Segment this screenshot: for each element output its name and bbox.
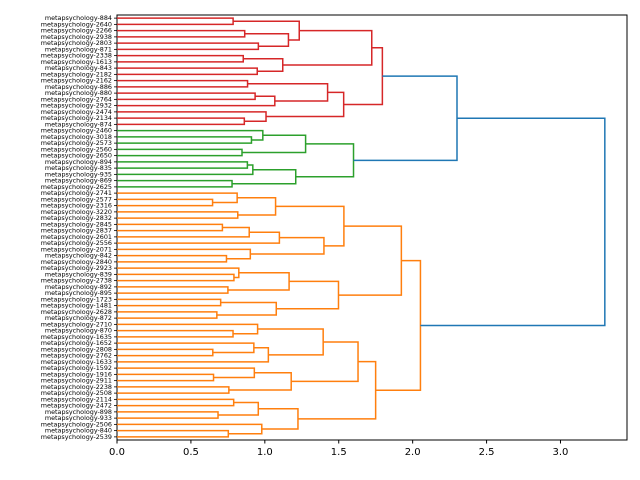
leaf-label: metapsychology-880 — [45, 89, 112, 97]
leaf-label: metapsychology-1723 — [41, 295, 112, 303]
leaf-label: metapsychology-2923 — [41, 264, 112, 272]
leaf-label: metapsychology-2601 — [41, 233, 112, 241]
leaf-label: metapsychology-935 — [45, 170, 112, 178]
leaf-label: metapsychology-2506 — [41, 420, 112, 428]
leaf-label: metapsychology-2832 — [41, 214, 112, 222]
leaf-label: metapsychology-2460 — [41, 127, 112, 135]
leaf-label: metapsychology-898 — [45, 408, 112, 416]
leaf-label: metapsychology-839 — [45, 270, 112, 278]
leaf-label: metapsychology-1481 — [41, 302, 112, 310]
leaf-label: metapsychology-2134 — [41, 114, 112, 122]
leaf-label: metapsychology-2508 — [41, 389, 112, 397]
leaf-label: metapsychology-2845 — [41, 220, 112, 228]
leaf-label: metapsychology-2560 — [41, 145, 112, 153]
leaf-label: metapsychology-2338 — [41, 52, 112, 60]
leaf-label: metapsychology-2650 — [41, 152, 112, 160]
leaf-label: metapsychology-2762 — [41, 352, 112, 360]
leaf-label: metapsychology-2840 — [41, 258, 112, 266]
leaf-label: metapsychology-886 — [45, 83, 112, 91]
dendrogram-link-root — [420, 117, 606, 327]
leaf-label: metapsychology-872 — [45, 314, 112, 322]
x-tick-label: 3.0 — [553, 447, 569, 458]
dendrogram-link-red-green — [353, 75, 458, 162]
x-tick-label: 0.5 — [183, 447, 199, 458]
leaf-label: metapsychology-2114 — [41, 395, 112, 403]
leaf-label: metapsychology-2803 — [41, 39, 112, 47]
leaf-label: metapsychology-1613 — [41, 58, 112, 66]
leaf-label: metapsychology-895 — [45, 289, 112, 297]
leaf-label: metapsychology-2162 — [41, 77, 112, 85]
leaf-label: metapsychology-2266 — [41, 27, 112, 35]
x-tick-label: 0.0 — [109, 447, 125, 458]
dendrogram-link-group — [117, 129, 355, 188]
leaf-label: metapsychology-871 — [45, 45, 112, 53]
leaf-label: metapsychology-892 — [45, 283, 112, 291]
leaf-label: metapsychology-2556 — [41, 239, 112, 247]
leaf-label: metapsychology-2539 — [41, 433, 112, 441]
dendrogram-link-group — [117, 17, 384, 126]
leaf-label: metapsychology-840 — [45, 427, 112, 435]
leaf-label: metapsychology-3018 — [41, 133, 112, 141]
leaf-label: metapsychology-2182 — [41, 70, 112, 78]
leaf-label: metapsychology-2472 — [41, 402, 112, 410]
leaf-label: metapsychology-835 — [45, 164, 112, 172]
leaf-label: metapsychology-1592 — [41, 364, 112, 372]
leaf-label: metapsychology-843 — [45, 64, 112, 72]
leaf-label: metapsychology-2316 — [41, 202, 112, 210]
leaf-label: metapsychology-2764 — [41, 95, 112, 103]
leaf-label: metapsychology-2808 — [41, 345, 112, 353]
leaf-label: metapsychology-2738 — [41, 277, 112, 285]
leaf-label: metapsychology-2625 — [41, 183, 112, 191]
x-tick-label: 2.5 — [479, 447, 495, 458]
leaf-label: metapsychology-2238 — [41, 383, 112, 391]
leaf-label: metapsychology-2938 — [41, 33, 112, 41]
leaf-label: metapsychology-870 — [45, 327, 112, 335]
x-tick-label: 1.0 — [257, 447, 273, 458]
leaf-label: metapsychology-842 — [45, 252, 112, 260]
leaf-label: metapsychology-2932 — [41, 102, 112, 110]
leaf-label: metapsychology-2573 — [41, 139, 112, 147]
x-tick-label: 1.5 — [331, 447, 347, 458]
leaf-label: metapsychology-2911 — [41, 377, 112, 385]
leaf-label: metapsychology-2710 — [41, 320, 112, 328]
leaf-label: metapsychology-2837 — [41, 227, 112, 235]
leaf-label: metapsychology-3220 — [41, 208, 112, 216]
leaf-label: metapsychology-884 — [45, 14, 112, 22]
leaf-label: metapsychology-2474 — [41, 108, 112, 116]
leaf-label: metapsychology-2741 — [41, 189, 112, 197]
leaf-label: metapsychology-1633 — [41, 358, 112, 366]
leaf-label: metapsychology-869 — [45, 177, 112, 185]
leaf-label: metapsychology-2577 — [41, 195, 112, 203]
leaf-label: metapsychology-894 — [45, 158, 112, 166]
leaf-label: metapsychology-2640 — [41, 20, 112, 28]
leaf-label: metapsychology-2071 — [41, 245, 112, 253]
leaf-label: metapsychology-874 — [45, 120, 112, 128]
x-tick-label: 2.0 — [405, 447, 421, 458]
leaf-label: metapsychology-1635 — [41, 333, 112, 341]
leaf-label: metapsychology-1652 — [41, 339, 112, 347]
leaf-label: metapsychology-933 — [45, 414, 112, 422]
leaf-label: metapsychology-2628 — [41, 308, 112, 316]
leaf-label: metapsychology-1916 — [41, 370, 112, 378]
plot-spines — [116, 14, 628, 441]
dendrogram-link-group — [117, 192, 422, 438]
